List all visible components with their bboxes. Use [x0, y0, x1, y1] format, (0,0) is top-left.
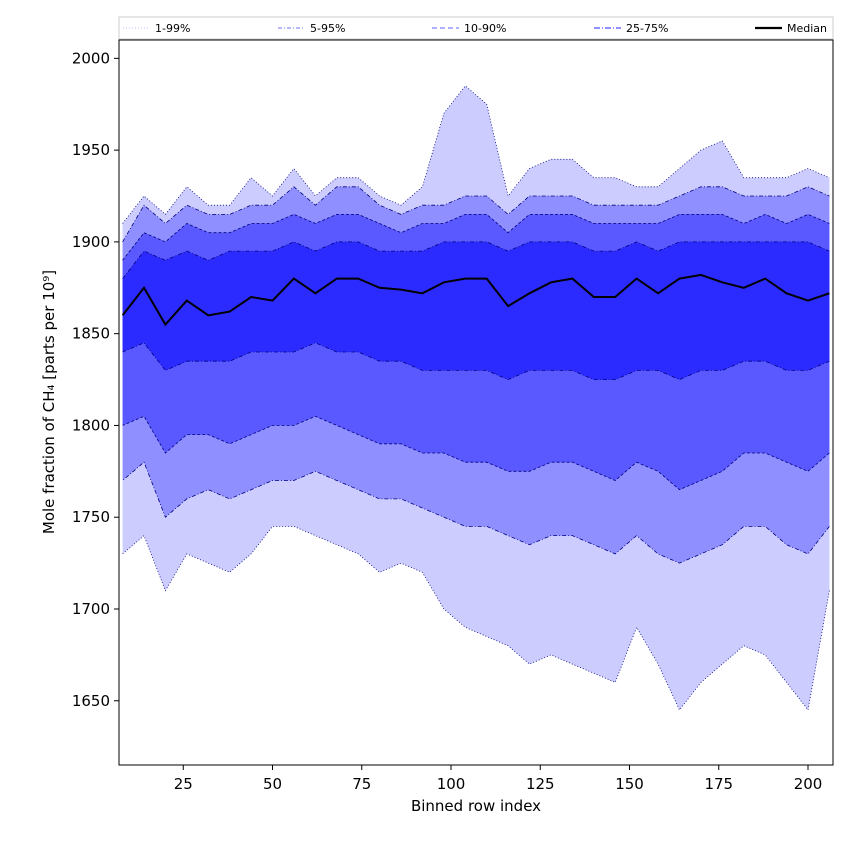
median-line — [121, 273, 830, 327]
x-tick-label: 125 — [526, 775, 555, 793]
y-tick-label: 2000 — [72, 49, 110, 67]
band-1-99-upper-edge — [122, 85, 830, 224]
y-tick-label: 1650 — [72, 692, 110, 710]
legend-label: Median — [787, 22, 827, 35]
bands-layer — [122, 85, 830, 711]
y-tick-label: 1800 — [72, 416, 110, 434]
x-tick-label: 50 — [263, 775, 282, 793]
band-10-90-lower-edge — [122, 415, 830, 491]
legend-label: 5-95% — [310, 22, 345, 35]
band-5-95-lower-edge — [122, 461, 830, 564]
y-tick-label: 1750 — [72, 508, 110, 526]
legend-label: 25-75% — [626, 22, 668, 35]
legend: 1-99% 5-95% 10-90% 25-75% Median — [118, 16, 834, 40]
x-tick-label: 150 — [615, 775, 644, 793]
plot-frame — [118, 39, 834, 766]
y-axis-title: Mole fraction of CH₄ [parts per 10⁹] — [40, 270, 58, 534]
x-tick-label: 175 — [704, 775, 733, 793]
x-axis: 25 50 75 100 125 150 175 200 — [174, 765, 823, 793]
x-axis-title: Binned row index — [411, 797, 541, 815]
y-axis: 1650 1700 1750 1800 1850 1900 1950 2000 — [72, 49, 119, 710]
median-layer — [121, 273, 830, 327]
band-5-95-upper-edge — [122, 186, 830, 243]
y-tick-label: 1850 — [72, 325, 110, 343]
y-tick-label: 1900 — [72, 233, 110, 251]
legend-frame — [118, 16, 834, 40]
band-25-75-lower-edge — [122, 342, 830, 381]
y-tick-label: 1950 — [72, 141, 110, 159]
legend-label: 1-99% — [155, 22, 190, 35]
x-tick-label: 200 — [794, 775, 823, 793]
y-tick-label: 1700 — [72, 600, 110, 618]
x-tick-label: 75 — [352, 775, 371, 793]
band-25-75-area — [122, 241, 830, 380]
legend-label: 10-90% — [464, 22, 506, 35]
band-25-75-upper-edge — [122, 241, 830, 279]
x-tick-label: 100 — [437, 775, 466, 793]
band-10-90-upper-edge — [122, 213, 830, 261]
x-tick-label: 25 — [174, 775, 193, 793]
